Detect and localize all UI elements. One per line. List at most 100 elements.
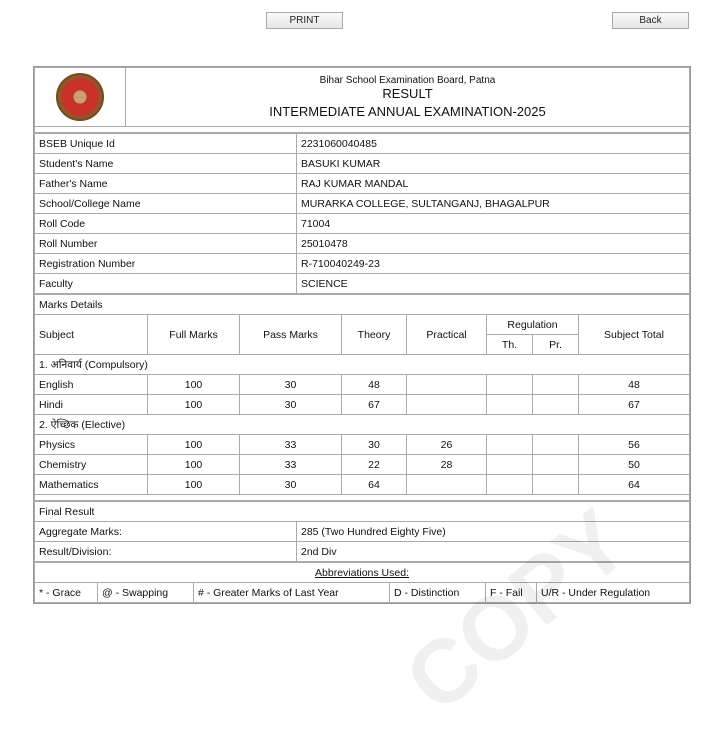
subject-group-heading: 1. अनिवार्य (Compulsory) <box>34 354 690 375</box>
header-table: Bihar School Examination Board, Patna RE… <box>34 67 690 133</box>
cell-full: 100 <box>147 474 240 495</box>
cell-practical: 28 <box>406 454 487 475</box>
exam-title: INTERMEDIATE ANNUAL EXAMINATION-2025 <box>269 104 546 119</box>
info-label: Father's Name <box>34 173 297 194</box>
logo-cell <box>34 67 126 127</box>
bseb-seal-logo <box>56 73 104 121</box>
marks-details-heading: Marks Details <box>34 294 690 315</box>
info-value: 25010478 <box>296 233 690 254</box>
cell-pass: 30 <box>239 394 342 415</box>
cell-total: 48 <box>578 374 690 395</box>
subject-row: Mathematics 100 30 64 64 <box>34 474 690 495</box>
info-value: MURARKA COLLEGE, SULTANGANJ, BHAGALPUR <box>296 193 690 214</box>
subject-group-heading: 2. ऐच्छिक (Elective) <box>34 414 690 435</box>
print-button[interactable]: PRINT <box>266 12 343 29</box>
col-pass-marks: Pass Marks <box>239 314 342 355</box>
info-label: BSEB Unique Id <box>34 133 297 154</box>
back-button[interactable]: Back <box>612 12 689 29</box>
abbreviation-item: U/R - Under Regulation <box>536 582 690 603</box>
col-subject-total: Subject Total <box>578 314 690 355</box>
col-practical: Practical <box>406 314 487 355</box>
subject-name: Physics <box>34 434 148 455</box>
abbreviation-item: # - Greater Marks of Last Year <box>193 582 390 603</box>
cell-practical: 26 <box>406 434 487 455</box>
info-label: Roll Number <box>34 233 297 254</box>
subject-name: Chemistry <box>34 454 148 475</box>
cell-theory: 22 <box>341 454 407 475</box>
subject-name: English <box>34 374 148 395</box>
division-value: 2nd Div <box>296 541 690 562</box>
col-subject: Subject <box>34 314 148 355</box>
cell-total: 56 <box>578 434 690 455</box>
subject-row: Chemistry 100 33 22 28 50 <box>34 454 690 475</box>
cell-total: 50 <box>578 454 690 475</box>
division-label: Result/Division: <box>34 541 297 562</box>
result-sheet: Bihar School Examination Board, Patna RE… <box>33 66 691 604</box>
info-row: Father's Name RAJ KUMAR MANDAL <box>34 173 690 194</box>
cell-pr <box>532 394 579 415</box>
final-result-heading: Final Result <box>34 501 690 522</box>
info-row: Student's Name BASUKI KUMAR <box>34 153 690 174</box>
subject-row: Hindi 100 30 67 67 <box>34 394 690 415</box>
cell-th <box>486 394 533 415</box>
info-row: Roll Number 25010478 <box>34 233 690 254</box>
cell-th <box>486 474 533 495</box>
info-value: 71004 <box>296 213 690 234</box>
info-row: Roll Code 71004 <box>34 213 690 234</box>
cell-theory: 67 <box>341 394 407 415</box>
abbreviation-item: @ - Swapping <box>97 582 194 603</box>
cell-pr <box>532 454 579 475</box>
abbreviation-item: D - Distinction <box>389 582 486 603</box>
col-reg-practical: Pr. <box>532 334 579 355</box>
cell-practical <box>406 374 487 395</box>
cell-th <box>486 434 533 455</box>
abbreviation-item: F - Fail <box>485 582 537 603</box>
cell-theory: 30 <box>341 434 407 455</box>
cell-practical <box>406 474 487 495</box>
cell-th <box>486 454 533 475</box>
cell-full: 100 <box>147 394 240 415</box>
cell-full: 100 <box>147 434 240 455</box>
info-row: Faculty SCIENCE <box>34 273 690 294</box>
info-label: Roll Code <box>34 213 297 234</box>
info-label: Faculty <box>34 273 297 294</box>
marks-table: Marks Details Subject Full Marks Pass Ma… <box>34 294 690 501</box>
info-row: Registration Number R-710040249-23 <box>34 253 690 274</box>
cell-pass: 30 <box>239 474 342 495</box>
cell-pass: 33 <box>239 454 342 475</box>
cell-th <box>486 374 533 395</box>
cell-full: 100 <box>147 454 240 475</box>
col-full-marks: Full Marks <box>147 314 240 355</box>
info-value: SCIENCE <box>296 273 690 294</box>
cell-total: 67 <box>578 394 690 415</box>
info-value: RAJ KUMAR MANDAL <box>296 173 690 194</box>
info-row: School/College Name MURARKA COLLEGE, SULT… <box>34 193 690 214</box>
board-name: Bihar School Examination Board, Patna <box>319 75 496 86</box>
student-info-table: BSEB Unique Id 2231060040485 Student's Nam… <box>34 133 690 294</box>
subject-name: Hindi <box>34 394 148 415</box>
cell-theory: 48 <box>341 374 407 395</box>
abbreviations-heading: Abbreviations Used: <box>315 566 409 579</box>
info-row: BSEB Unique Id 2231060040485 <box>34 133 690 154</box>
result-title: RESULT <box>382 86 433 101</box>
col-theory: Theory <box>341 314 407 355</box>
info-label: Registration Number <box>34 253 297 274</box>
subject-row: Physics 100 33 30 26 56 <box>34 434 690 455</box>
cell-pr <box>532 474 579 495</box>
col-reg-theory: Th. <box>486 334 533 355</box>
subject-name: Mathematics <box>34 474 148 495</box>
cell-practical <box>406 394 487 415</box>
info-value: BASUKI KUMAR <box>296 153 690 174</box>
info-value: R-710040249-23 <box>296 253 690 274</box>
info-label: School/College Name <box>34 193 297 214</box>
abbreviation-item: * - Grace <box>34 582 98 603</box>
cell-theory: 64 <box>341 474 407 495</box>
col-regulation: Regulation <box>486 314 579 335</box>
cell-pass: 33 <box>239 434 342 455</box>
cell-total: 64 <box>578 474 690 495</box>
final-result-table: Final Result Aggregate Marks: 285 (Two Hu… <box>34 501 690 562</box>
subject-row: English 100 30 48 48 <box>34 374 690 395</box>
info-label: Student's Name <box>34 153 297 174</box>
cell-pass: 30 <box>239 374 342 395</box>
cell-full: 100 <box>147 374 240 395</box>
